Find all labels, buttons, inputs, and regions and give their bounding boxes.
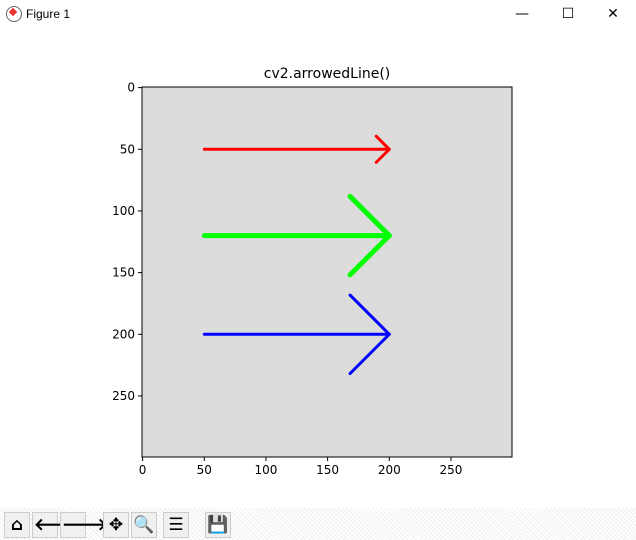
x-tick-label: 250	[439, 463, 462, 477]
pan-button[interactable]: ✥	[103, 512, 129, 538]
home-icon: ⌂	[10, 515, 24, 535]
app-icon	[6, 6, 22, 22]
minimize-button[interactable]: —	[515, 6, 529, 22]
axes-frame	[141, 86, 513, 458]
y-tick-label: 150	[112, 266, 135, 280]
pan-icon: ✥	[108, 515, 124, 535]
save-icon: 💾	[207, 515, 229, 535]
close-button[interactable]: ✕	[607, 6, 619, 22]
configure-subplots-button[interactable]: ☰	[163, 512, 189, 538]
title-bar: Figure 1 — ☐ ✕	[0, 0, 636, 30]
y-tick-label: 0	[127, 81, 135, 95]
chart-title: cv2.arrowedLine()	[264, 66, 391, 82]
home-button[interactable]: ⌂	[4, 512, 30, 538]
image-background	[142, 87, 512, 457]
arrow-head-0-1	[374, 147, 391, 164]
x-tick-label: 0	[139, 463, 147, 477]
y-tick-label: 200	[112, 327, 135, 341]
configure-subplots-icon: ☰	[168, 515, 184, 535]
y-tick-label: 100	[112, 204, 135, 218]
zoom-icon: 🔍	[133, 515, 155, 535]
navigation-toolbar: ⌂ 🡐 🡒 ✥ 🔍 ☰ 💾	[0, 508, 636, 540]
arrow-head-0-0	[374, 134, 391, 151]
maximize-button[interactable]: ☐	[561, 6, 575, 22]
arrow-head-1-0	[347, 193, 392, 239]
forward-icon: 🡒	[62, 515, 108, 535]
arrow-head-2-0	[348, 293, 391, 336]
arrow-head-2-1	[348, 332, 391, 376]
arrow-head-1-1	[347, 233, 392, 278]
x-tick-label: 150	[316, 463, 339, 477]
window-title: Figure 1	[26, 7, 71, 21]
x-tick-label: 200	[378, 463, 401, 477]
figure-canvas: cv2.arrowedLine() 0 50 100 150 200 250 0 50 100 1…	[112, 66, 513, 477]
save-button[interactable]: 💾	[205, 512, 231, 538]
back-button[interactable]: 🡐	[32, 512, 80, 538]
back-icon: 🡐	[34, 515, 80, 535]
y-tick-label: 50	[120, 142, 135, 156]
forward-button[interactable]: 🡒	[60, 512, 108, 538]
x-tick-label: 100	[254, 463, 277, 477]
zoom-button[interactable]: 🔍	[131, 512, 157, 538]
x-tick-label: 50	[197, 463, 212, 477]
y-tick-label: 250	[112, 389, 135, 403]
